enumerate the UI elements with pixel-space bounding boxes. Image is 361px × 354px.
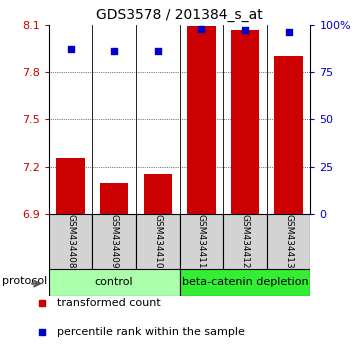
Bar bbox=[187, 26, 216, 214]
Text: GSM434409: GSM434409 bbox=[110, 214, 119, 269]
Text: GSM434408: GSM434408 bbox=[66, 214, 75, 269]
Point bbox=[286, 29, 292, 35]
Bar bbox=[49, 269, 179, 296]
Bar bbox=[179, 269, 310, 296]
Point bbox=[39, 301, 44, 306]
Bar bbox=[274, 56, 303, 214]
Text: GSM434412: GSM434412 bbox=[240, 215, 249, 269]
Bar bbox=[100, 183, 129, 214]
Point bbox=[155, 48, 161, 54]
Text: protocol: protocol bbox=[3, 276, 48, 286]
Point bbox=[68, 47, 73, 52]
Bar bbox=[223, 214, 267, 269]
Bar bbox=[179, 214, 223, 269]
Text: beta-catenin depletion: beta-catenin depletion bbox=[182, 277, 308, 287]
Bar bbox=[231, 29, 259, 214]
Bar bbox=[49, 214, 92, 269]
Point bbox=[199, 26, 204, 32]
Bar bbox=[136, 214, 179, 269]
Bar bbox=[56, 158, 85, 214]
Bar bbox=[92, 214, 136, 269]
Text: GSM434410: GSM434410 bbox=[153, 214, 162, 269]
Bar bbox=[267, 214, 310, 269]
Text: GSM434413: GSM434413 bbox=[284, 214, 293, 269]
Point bbox=[39, 329, 44, 335]
Title: GDS3578 / 201384_s_at: GDS3578 / 201384_s_at bbox=[96, 8, 263, 22]
Text: GSM434411: GSM434411 bbox=[197, 214, 206, 269]
Text: percentile rank within the sample: percentile rank within the sample bbox=[57, 327, 245, 337]
Text: control: control bbox=[95, 277, 134, 287]
Point bbox=[111, 48, 117, 54]
Point bbox=[242, 28, 248, 33]
Text: transformed count: transformed count bbox=[57, 298, 161, 308]
Bar bbox=[144, 174, 172, 214]
